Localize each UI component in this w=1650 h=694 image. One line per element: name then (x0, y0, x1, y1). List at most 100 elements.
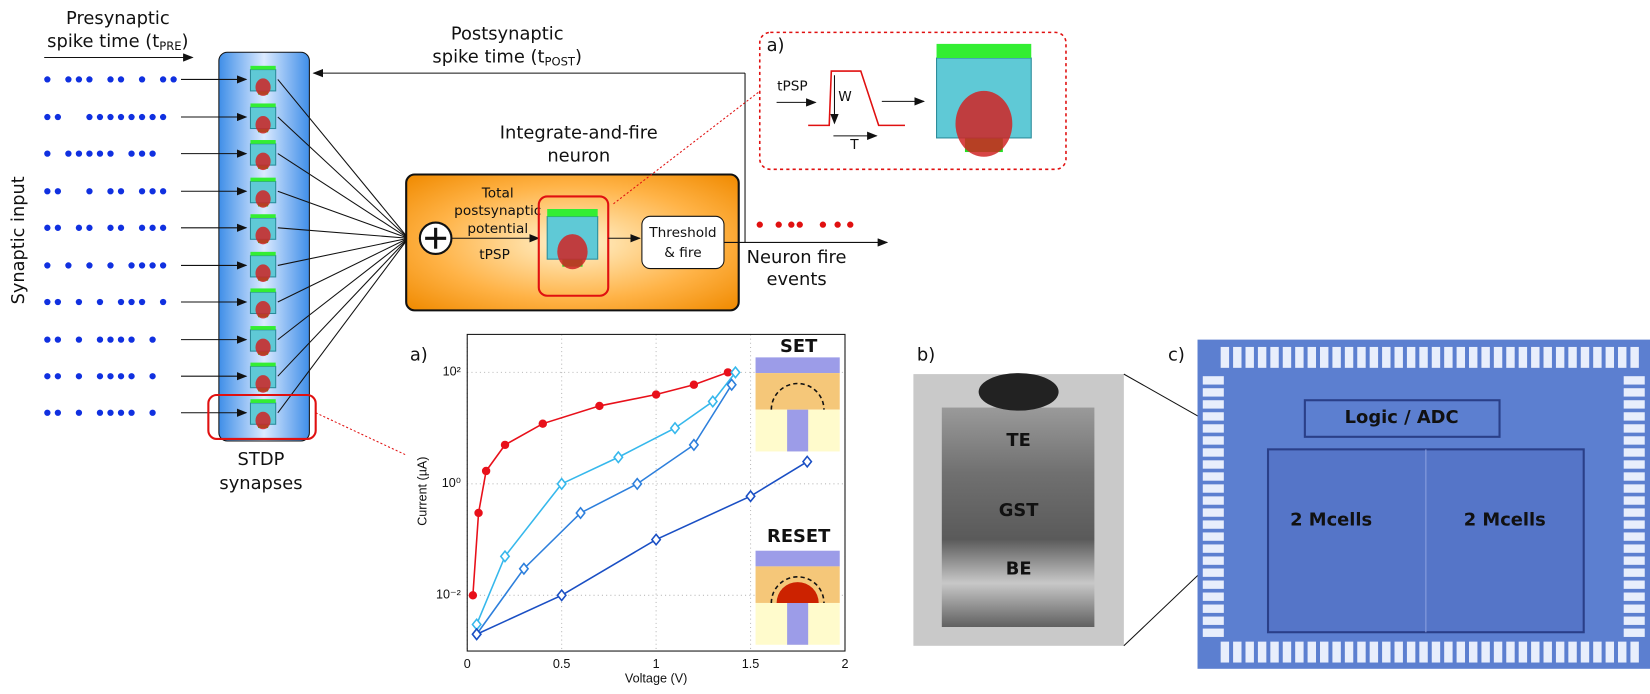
amorphous-dome (255, 190, 270, 208)
cell-heater (787, 410, 808, 452)
bond-pad (1624, 412, 1645, 420)
spike (76, 336, 82, 342)
amorphous-dome (557, 234, 587, 269)
cell-electrode (756, 551, 840, 567)
device-top (250, 66, 275, 70)
bond-pad (1457, 347, 1465, 368)
bond-pad (1295, 642, 1303, 663)
spike (107, 373, 113, 379)
label: tPSP (777, 79, 808, 95)
fire-event (847, 222, 853, 228)
bond-pad (1203, 424, 1224, 432)
data-point (539, 420, 547, 428)
x-tick-label: 1 (653, 657, 660, 671)
label-text: ) (575, 47, 582, 68)
bond-pad (1203, 520, 1224, 528)
spike (118, 410, 124, 416)
spike (76, 76, 82, 82)
spike (149, 410, 155, 416)
bond-pad (1258, 347, 1266, 368)
spike (170, 76, 176, 82)
amorphous-dome (255, 412, 270, 430)
spike (118, 225, 124, 231)
bond-pad (1630, 347, 1638, 368)
spike (149, 188, 155, 194)
spike (65, 76, 71, 82)
bond-pad (1432, 347, 1440, 368)
subscript: POST (545, 54, 576, 68)
spike (97, 114, 103, 120)
spike (107, 336, 113, 342)
spike (44, 373, 50, 379)
spike (128, 150, 134, 156)
spike (44, 76, 50, 82)
content: Presynapticspike time (tPRE)Synaptic inp… (8, 8, 1650, 686)
bond-pad (1203, 556, 1224, 564)
data-point (469, 591, 477, 599)
label-text: ) (182, 31, 189, 52)
bond-pad (1494, 347, 1502, 368)
fire-event (776, 222, 782, 228)
bond-pad (1419, 347, 1427, 368)
spike (107, 225, 113, 231)
bond-pad (1382, 347, 1390, 368)
panel-label: a) (410, 344, 428, 365)
spike (118, 188, 124, 194)
spike (107, 150, 113, 156)
bond-pad (1568, 642, 1576, 663)
data-point (595, 402, 603, 410)
spike (55, 336, 61, 342)
bond-pad (1531, 642, 1539, 663)
bond-pad (1624, 556, 1645, 564)
spike (128, 336, 134, 342)
spike (76, 225, 82, 231)
spike (139, 262, 145, 268)
bond-pad (1203, 568, 1224, 576)
label: synapses (219, 473, 302, 494)
bond-pad (1203, 448, 1224, 456)
fire-event (834, 222, 840, 228)
spike (44, 336, 50, 342)
spike (128, 299, 134, 305)
label-text: spike time (t (47, 31, 159, 52)
bond-pad (1246, 347, 1254, 368)
bond-pad (1630, 642, 1638, 663)
tem-top (979, 373, 1059, 411)
bond-pad (1203, 593, 1224, 601)
label: Synaptic input (8, 176, 29, 304)
x-axis-label: Voltage (V) (625, 672, 687, 686)
bond-pad (1624, 496, 1645, 504)
bond-pad (1469, 347, 1477, 368)
bond-pad (1370, 642, 1378, 663)
bond-pad (1357, 347, 1365, 368)
spike (118, 76, 124, 82)
device-top (250, 214, 275, 218)
connector (316, 413, 405, 455)
bond-pad (1203, 400, 1224, 408)
spike (118, 336, 124, 342)
cell-heater (787, 603, 808, 645)
device-top (250, 252, 275, 256)
spike (86, 262, 92, 268)
bond-pad (1283, 347, 1291, 368)
label: Integrate-and-fire (500, 123, 658, 144)
spike (86, 76, 92, 82)
bond-pad (1444, 642, 1452, 663)
bond-pad (1581, 642, 1589, 663)
bond-pad (1624, 605, 1645, 613)
bond-pad (1624, 508, 1645, 516)
bond-pad (1457, 642, 1465, 663)
device-top (250, 326, 275, 330)
bond-pad (1203, 629, 1224, 637)
device-top (547, 209, 598, 217)
spike (55, 410, 61, 416)
bond-pad (1624, 460, 1645, 468)
bond-pad (1568, 347, 1576, 368)
spike (118, 114, 124, 120)
label: & fire (664, 245, 701, 261)
bond-pad (1624, 400, 1645, 408)
bond-pad (1370, 347, 1378, 368)
amorphous-dome (955, 91, 1012, 157)
bond-pad (1444, 347, 1452, 368)
label-text: spike time (t (432, 47, 544, 68)
